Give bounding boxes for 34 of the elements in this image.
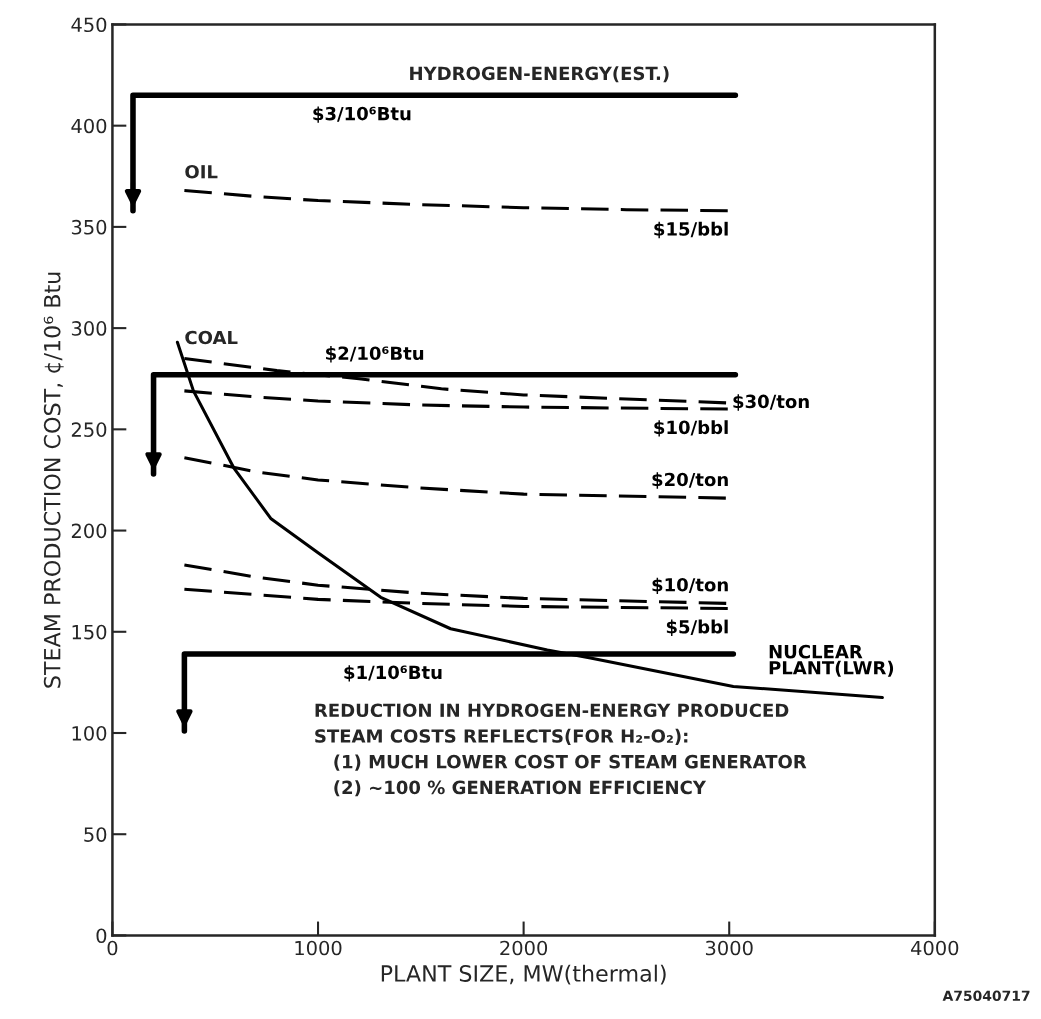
series-label: $1/10⁶Btu — [344, 665, 442, 682]
y-tick-label: 0 — [96, 928, 107, 944]
series-label: $5/bbl — [666, 619, 728, 636]
y-tick-label: 450 — [71, 17, 107, 33]
annotation: REDUCTION IN HYDROGEN-ENERGY PRODUCED STEAM COSTS REFLECTS(FOR H₂-O₂): (1) MUCH LOWER COST OF STEAM GENERATOR (2) ~100 % GENERATION EFFICIENCY — [315, 703, 807, 797]
x-axis-title: PLANT SIZE, MW(thermal) — [381, 964, 666, 985]
x-tick-label: 2000 — [500, 940, 548, 956]
annotation: COAL — [185, 330, 238, 345]
y-tick-label: 350 — [71, 219, 107, 235]
y-tick-label: 400 — [71, 118, 107, 134]
series-label: $20/ton — [652, 472, 728, 489]
text: A75040717 — [942, 990, 1030, 1002]
y-tick-label: 100 — [72, 725, 107, 741]
series-label: $15/bbl — [654, 221, 728, 239]
series-label: $3/10⁶Btu — [313, 106, 411, 123]
x-tick-label: 1000 — [295, 940, 342, 956]
line-series — [182, 188, 731, 213]
series-label: $10/bbl — [654, 420, 728, 437]
annotation: HYDROGEN-ENERGY(EST.) — [410, 66, 669, 83]
series-label: $2/10⁶Btu — [326, 346, 424, 363]
y-tick-label: 250 — [71, 422, 107, 437]
y-axis-title: STEAM PRODUCTION COST, ¢/10⁶ Btu — [43, 272, 64, 688]
annotation: OIL — [185, 164, 218, 179]
y-tick-label: 200 — [71, 523, 107, 539]
y-tick-label: 150 — [72, 624, 107, 640]
x-tick-label: 0 — [107, 940, 118, 956]
line-series — [182, 389, 731, 411]
x-tick-label: 3000 — [705, 940, 753, 956]
series-label: $30/ton — [733, 394, 809, 411]
x-tick-label: 4000 — [911, 940, 959, 956]
y-tick-label: 50 — [84, 827, 107, 842]
y-tick-label: 300 — [71, 321, 107, 336]
series-label: $10/ton — [652, 577, 728, 594]
series-label: NUCLEAR PLANT(LWR) — [769, 644, 894, 677]
